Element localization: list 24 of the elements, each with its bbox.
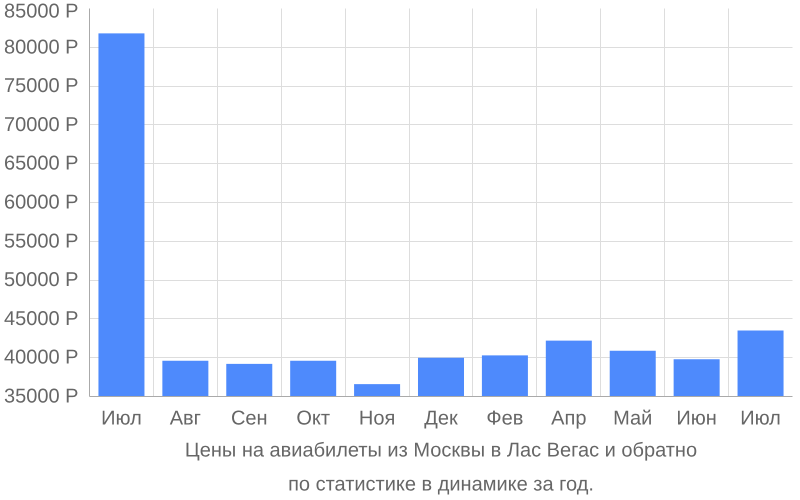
y-tick-label: 65000 Р xyxy=(4,152,79,175)
y-tick-label: 60000 Р xyxy=(4,192,79,214)
x-tick-label: Дек xyxy=(424,408,458,430)
y-tick-label: 70000 Р xyxy=(4,114,79,136)
x-tick-label: Сен xyxy=(230,408,268,430)
x-tick-label: Июл xyxy=(101,408,142,430)
y-tick-label: 50000 Р xyxy=(4,269,79,292)
x-tick-label: Июл xyxy=(740,408,781,430)
y-tick-label: 55000 Р xyxy=(4,230,79,252)
y-tick-label: 40000 Р xyxy=(4,346,79,369)
y-tick-label: 75000 Р xyxy=(4,75,79,98)
x-tick-label: Авг xyxy=(170,408,201,430)
y-tick-label: 35000 Р xyxy=(4,386,79,408)
x-tick-label: Фев xyxy=(486,408,524,430)
y-tick-label: 85000 Р xyxy=(4,0,79,22)
text: по статистике в динамике за год. xyxy=(288,474,594,496)
x-tick-label: Ноя xyxy=(358,408,396,430)
y-tick-label: 45000 Р xyxy=(4,308,79,330)
x-tick-label: Июн xyxy=(676,408,717,430)
x-tick-label: Окт xyxy=(296,408,330,430)
x-tick-label: Апр xyxy=(551,408,586,430)
text: Цены на авиабилеты из Москвы в Лас Вегас и обратно xyxy=(184,440,698,462)
x-tick-label: Май xyxy=(613,408,652,430)
y-tick-label: 80000 Р xyxy=(4,36,79,58)
